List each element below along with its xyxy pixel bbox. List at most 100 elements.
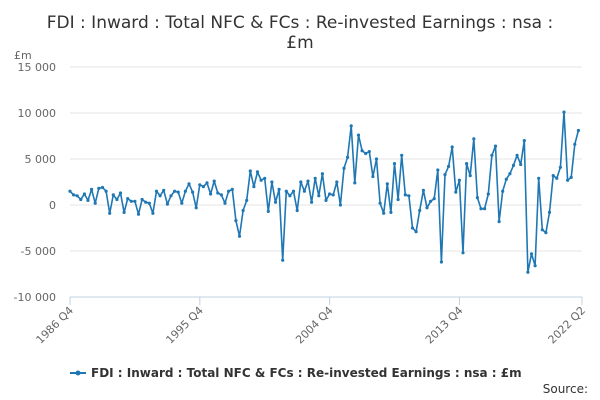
data-point[interactable] — [104, 189, 108, 193]
data-point[interactable] — [569, 175, 573, 179]
data-point[interactable] — [201, 185, 205, 189]
data-point[interactable] — [241, 208, 245, 213]
data-point[interactable] — [75, 194, 79, 198]
data-point[interactable] — [144, 200, 148, 204]
data-point[interactable] — [400, 153, 404, 157]
data-point[interactable] — [140, 197, 144, 202]
data-point[interactable] — [97, 186, 101, 190]
data-point[interactable] — [468, 174, 472, 178]
data-point[interactable] — [205, 181, 209, 185]
data-point[interactable] — [273, 200, 278, 204]
data-point[interactable] — [313, 176, 317, 180]
data-point[interactable] — [540, 228, 544, 232]
data-point[interactable] — [129, 199, 133, 203]
data-point[interactable] — [439, 260, 443, 264]
data-point[interactable] — [79, 197, 83, 202]
data-point[interactable] — [173, 189, 177, 193]
data-point[interactable] — [558, 165, 563, 169]
data-point[interactable] — [497, 220, 501, 224]
data-point[interactable] — [421, 188, 425, 192]
data-point[interactable] — [508, 172, 512, 176]
data-point[interactable] — [324, 198, 328, 202]
data-point[interactable] — [198, 183, 202, 187]
data-point[interactable] — [566, 178, 570, 182]
data-point[interactable] — [443, 173, 447, 177]
data-point[interactable] — [447, 164, 451, 168]
data-point[interactable] — [371, 174, 375, 179]
data-point[interactable] — [396, 197, 400, 202]
data-point[interactable] — [259, 178, 263, 182]
data-point[interactable] — [108, 211, 112, 215]
data-point[interactable] — [364, 151, 368, 156]
data-point[interactable] — [194, 206, 198, 210]
data-point[interactable] — [547, 210, 552, 214]
data-point[interactable] — [472, 137, 476, 141]
data-point[interactable] — [180, 201, 184, 205]
data-point[interactable] — [544, 231, 548, 235]
data-point[interactable] — [529, 252, 534, 256]
data-point[interactable] — [126, 197, 130, 201]
data-point[interactable] — [302, 189, 306, 193]
data-point[interactable] — [136, 212, 141, 216]
data-point[interactable] — [338, 203, 342, 207]
data-point[interactable] — [367, 150, 371, 154]
data-point[interactable] — [465, 162, 469, 166]
data-point[interactable] — [555, 176, 559, 180]
data-point[interactable] — [176, 190, 180, 194]
data-point[interactable] — [310, 200, 314, 204]
data-point[interactable] — [93, 201, 97, 205]
data-point[interactable] — [576, 128, 581, 133]
data-point[interactable] — [209, 192, 213, 196]
data-point[interactable] — [122, 210, 126, 214]
data-point[interactable] — [299, 180, 303, 184]
data-point[interactable] — [533, 264, 537, 268]
legend[interactable]: FDI : Inward : Total NFC & FCs : Re-inve… — [70, 366, 522, 380]
data-point[interactable] — [385, 182, 389, 186]
data-point[interactable] — [389, 210, 393, 214]
data-point[interactable] — [537, 176, 541, 180]
data-point[interactable] — [86, 198, 90, 202]
data-point[interactable] — [410, 226, 415, 230]
data-point[interactable] — [317, 194, 321, 198]
data-point[interactable] — [407, 194, 411, 198]
data-point[interactable] — [335, 180, 339, 184]
data-point[interactable] — [82, 192, 86, 196]
data-point[interactable] — [158, 194, 162, 198]
data-point[interactable] — [551, 174, 555, 178]
data-point[interactable] — [162, 188, 166, 192]
data-point[interactable] — [266, 209, 270, 213]
data-point[interactable] — [252, 185, 256, 189]
data-point[interactable] — [284, 189, 288, 193]
data-point[interactable] — [504, 177, 508, 181]
data-point[interactable] — [475, 196, 479, 200]
data-point[interactable] — [151, 211, 155, 215]
data-point[interactable] — [68, 189, 72, 193]
data-point[interactable] — [100, 185, 105, 190]
data-point[interactable] — [165, 202, 169, 206]
data-point[interactable] — [349, 124, 353, 128]
data-point[interactable] — [403, 193, 407, 197]
data-point[interactable] — [392, 162, 397, 166]
data-point[interactable] — [281, 258, 285, 262]
data-point[interactable] — [147, 201, 151, 205]
data-point[interactable] — [154, 189, 159, 193]
data-point[interactable] — [227, 189, 231, 193]
data-point[interactable] — [382, 211, 386, 215]
data-point[interactable] — [183, 189, 187, 193]
data-point[interactable] — [277, 187, 281, 191]
data-point[interactable] — [501, 189, 505, 193]
data-point[interactable] — [133, 199, 137, 203]
data-point[interactable] — [219, 193, 223, 197]
data-point[interactable] — [454, 190, 458, 194]
data-point[interactable] — [331, 193, 335, 197]
data-point[interactable] — [270, 180, 274, 184]
data-point[interactable] — [457, 178, 461, 182]
data-point[interactable] — [461, 251, 465, 255]
data-point[interactable] — [263, 176, 267, 180]
data-point[interactable] — [223, 201, 227, 205]
data-point[interactable] — [212, 179, 216, 183]
data-point[interactable] — [486, 192, 490, 196]
data-point[interactable] — [237, 234, 242, 238]
data-point[interactable] — [115, 197, 119, 202]
data-point[interactable] — [216, 191, 220, 195]
